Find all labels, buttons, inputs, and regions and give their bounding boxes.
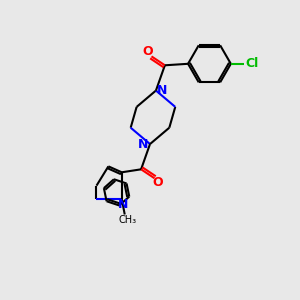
Text: O: O [153,176,163,189]
Text: N: N [137,138,148,151]
Text: CH₃: CH₃ [118,215,136,225]
Text: Cl: Cl [246,57,259,70]
Text: O: O [142,45,153,58]
Text: N: N [118,198,128,211]
Text: N: N [157,84,168,97]
